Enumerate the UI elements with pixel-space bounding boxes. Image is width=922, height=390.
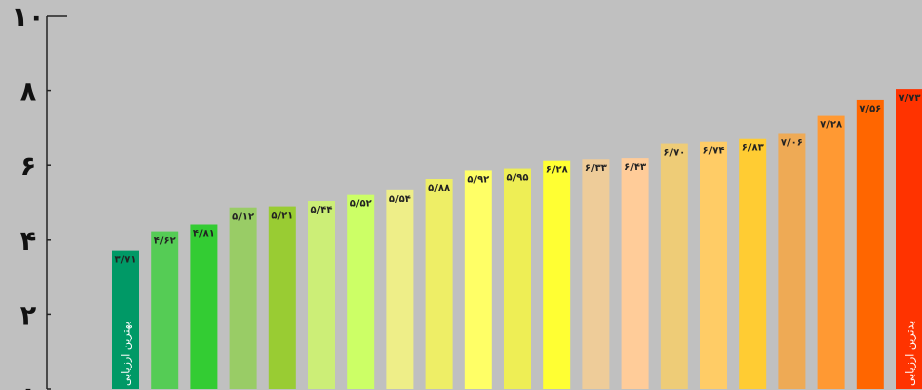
bar	[856, 99, 884, 390]
bar-value-label: ۵/۹۲	[467, 174, 489, 185]
bar	[386, 189, 414, 389]
y-tick-label: ۱۰	[12, 2, 45, 33]
bar	[504, 168, 531, 389]
y-tick-label: ۶	[20, 151, 36, 182]
bar-value-label: ۴/۶۲	[154, 236, 176, 247]
bar-inner-label-first: بهترین ارزیابی	[120, 321, 133, 386]
bar-value-label: ۷/۲۸	[820, 120, 842, 131]
bar	[700, 141, 727, 389]
y-tick-label: ۰	[20, 375, 36, 390]
bar-value-label: ۴/۸۱	[193, 229, 215, 240]
bar	[817, 115, 845, 389]
bar-value-label: ۷/۵۶	[859, 104, 881, 115]
y-tick-label: ۴	[20, 226, 36, 257]
bar	[308, 201, 335, 389]
bar-value-label: ۶/۲۸	[546, 165, 568, 176]
bar	[739, 138, 767, 389]
bar-value-label: ۶/۷۰	[663, 148, 685, 159]
bar-value-label: ۶/۳۳	[585, 163, 607, 174]
bar	[660, 143, 688, 389]
y-tick-label: ۸	[20, 77, 37, 108]
bar	[347, 194, 375, 389]
bar-value-label: ۵/۹۵	[507, 173, 529, 184]
bar	[621, 158, 649, 389]
bar-value-label: ۶/۷۴	[703, 146, 725, 157]
bar	[582, 159, 610, 389]
bar	[896, 89, 922, 389]
bar-value-label: ۵/۸۸	[428, 183, 450, 194]
bar	[190, 224, 218, 389]
bar-value-label: ۵/۱۲	[232, 212, 254, 223]
y-tick-label: ۲	[20, 300, 37, 331]
bar-value-label: ۳/۷۱	[115, 255, 137, 266]
bar	[425, 179, 453, 389]
bar	[543, 160, 571, 389]
bar-value-label: ۷/۰۶	[781, 137, 803, 148]
bar-value-label: ۷/۷۳	[899, 93, 921, 104]
bar-value-label: ۶/۸۳	[742, 143, 764, 154]
bar-value-label: ۵/۵۲	[350, 199, 372, 210]
bar-value-label: ۵/۲۱	[271, 211, 293, 222]
bar-inner-label-last: بدترین ارزیابی	[904, 321, 917, 386]
bar	[464, 170, 492, 389]
bar-value-label: ۶/۴۳	[624, 162, 646, 173]
bar	[112, 250, 139, 389]
bar	[151, 231, 179, 389]
bar-value-label: ۵/۴۴	[311, 205, 333, 216]
bar	[268, 206, 296, 389]
bar-value-label: ۵/۵۴	[389, 194, 411, 205]
bar	[229, 207, 257, 389]
bar	[778, 133, 806, 389]
